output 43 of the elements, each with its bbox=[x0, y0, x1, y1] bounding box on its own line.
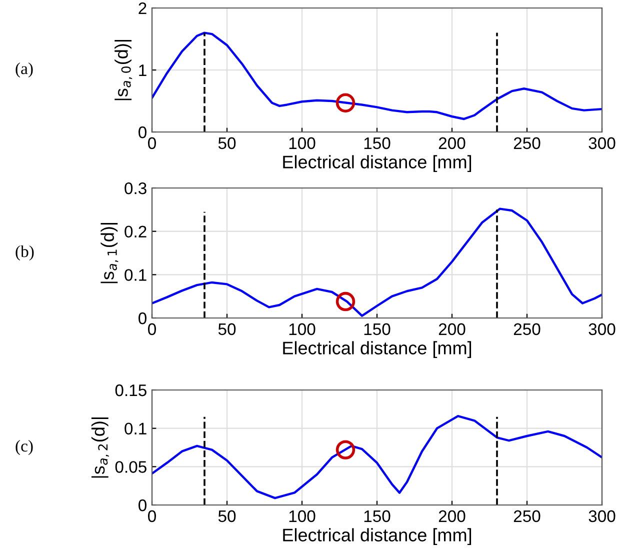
y-axis-title: |s$_{a,2}$(d)| bbox=[91, 417, 109, 478]
x-tick-label: 100 bbox=[289, 137, 316, 150]
x-axis-title: Electrical distance [mm] bbox=[283, 155, 472, 172]
x-tick-label: 300 bbox=[588, 510, 616, 522]
x-tick-label: 0 bbox=[148, 137, 156, 150]
y-axis-title: |s$_{a,0}$(d)| bbox=[114, 40, 132, 100]
x-tick-label: 0 bbox=[148, 510, 156, 522]
x-tick-label: 0 bbox=[148, 323, 156, 336]
y-tick-label: 0 bbox=[138, 312, 146, 324]
x-tick-label: 150 bbox=[364, 137, 390, 150]
text: (b) bbox=[16, 245, 34, 261]
y-tick-label: 0 bbox=[138, 499, 146, 512]
x-tick-label: 100 bbox=[289, 510, 316, 522]
y-tick-label: 0.15 bbox=[115, 384, 146, 396]
x-tick-label: 50 bbox=[218, 137, 236, 150]
y-tick-label: 0 bbox=[138, 126, 146, 138]
y-tick-label: 1 bbox=[139, 64, 146, 76]
x-tick-label: 200 bbox=[438, 323, 466, 336]
text: (a) bbox=[16, 62, 33, 78]
x-tick-label: 50 bbox=[218, 510, 236, 522]
x-axis-title: Electrical distance [mm] bbox=[283, 528, 472, 546]
y-tick-label: 0.1 bbox=[124, 422, 146, 435]
y-tick-label: 0.05 bbox=[115, 461, 146, 473]
x-axis-title: Electrical distance [mm] bbox=[283, 341, 472, 358]
y-tick-label: 0.2 bbox=[124, 226, 146, 238]
x-tick-label: 300 bbox=[588, 137, 616, 150]
x-tick-label: 200 bbox=[438, 137, 466, 150]
x-tick-label: 200 bbox=[438, 510, 466, 522]
x-tick-label: 100 bbox=[289, 323, 316, 336]
x-tick-label: 150 bbox=[364, 510, 390, 522]
text: (c) bbox=[16, 440, 33, 456]
x-tick-label: 50 bbox=[218, 323, 236, 336]
y-tick-label: 0.1 bbox=[124, 269, 146, 281]
x-tick-label: 250 bbox=[514, 510, 540, 522]
x-tick-label: 250 bbox=[514, 323, 540, 336]
y-tick-label: 2 bbox=[138, 2, 146, 14]
y-axis-title: |s$_{a,1}$(d)| bbox=[100, 222, 118, 284]
x-tick-label: 150 bbox=[364, 323, 390, 336]
x-tick-label: 300 bbox=[588, 323, 616, 336]
line-series bbox=[152, 414, 602, 500]
line-series bbox=[152, 32, 602, 120]
x-tick-label: 250 bbox=[514, 137, 540, 150]
y-tick-label: 0.3 bbox=[124, 182, 146, 194]
